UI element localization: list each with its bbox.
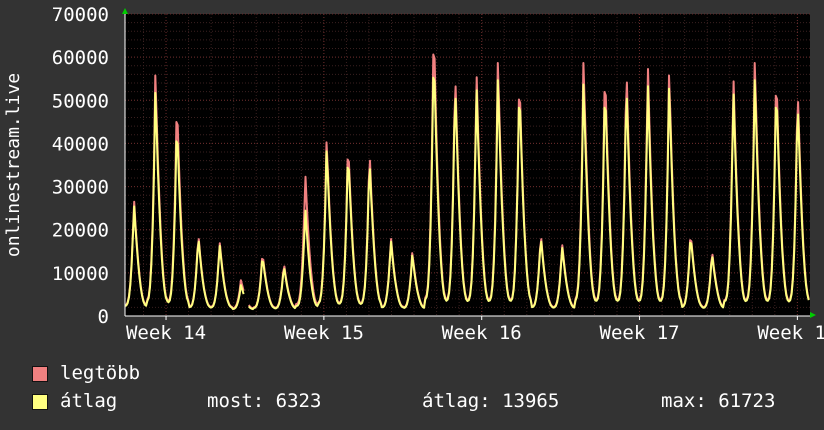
- legend-swatch-avg: [32, 394, 48, 410]
- y-tick-label: 40000: [52, 133, 109, 155]
- y-tick-label: 70000: [52, 4, 109, 26]
- x-tick-label: Week 18: [757, 322, 824, 344]
- y-ticks: 0 10000 20000 30000 40000 50000 60000 70000: [52, 4, 109, 328]
- x-tick-label: Week 16: [442, 322, 522, 344]
- x-tick-label: Week 15: [284, 322, 364, 344]
- x-axis-arrow: [810, 312, 816, 318]
- plot-area: [125, 14, 810, 316]
- y-axis-label: onlinestream.live: [3, 73, 24, 257]
- y-axis-arrow: [122, 8, 128, 14]
- stat-max: max: 61723: [661, 390, 776, 412]
- series-line-atlag: [248, 76, 810, 311]
- legend-item-max: legtöbb: [32, 362, 812, 388]
- legend-swatch-max: [32, 366, 48, 382]
- series-group: [124, 53, 810, 311]
- y-tick-label: 60000: [52, 47, 109, 69]
- y-tick-label: 10000: [52, 263, 109, 285]
- y-tick-label: 0: [98, 306, 109, 328]
- y-tick-label: 30000: [52, 177, 109, 199]
- x-tick-label: Week 17: [600, 322, 680, 344]
- legend: legtöbb átlag most: 6323 átlag: 13965 ma…: [32, 362, 812, 422]
- stat-current: most: 6323: [207, 390, 322, 412]
- legend-item-avg: átlag most: 6323 átlag: 13965 max: 61723: [32, 390, 812, 416]
- x-tick-label: Week 14: [126, 322, 206, 344]
- stat-average: átlag: 13965: [422, 390, 560, 412]
- series-line-atlag: [124, 91, 245, 311]
- y-tick-label: 20000: [52, 220, 109, 242]
- legend-label-avg: átlag: [60, 390, 118, 412]
- x-ticks: Week 14 Week 15 Week 16 Week 17 Week 18: [126, 316, 824, 344]
- y-tick-label: 50000: [52, 90, 109, 112]
- legend-label-max: legtöbb: [60, 362, 141, 384]
